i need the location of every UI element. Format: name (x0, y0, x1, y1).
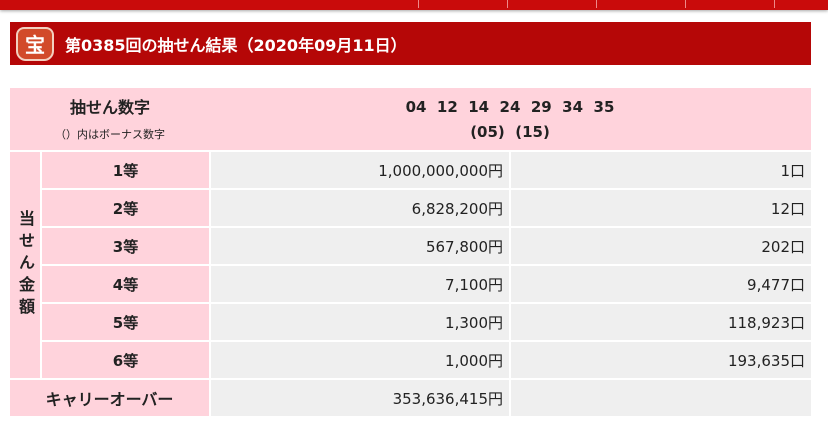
winner-count: 12口 (511, 190, 811, 226)
carryover-label: キャリーオーバー (10, 380, 209, 416)
prize-grade: 6等 (42, 342, 209, 378)
prize-grade: 5等 (42, 304, 209, 340)
winner-count: 9,477口 (511, 266, 811, 302)
carryover-amount: 353,636,415円 (211, 380, 509, 416)
winning-numbers: 04 12 14 24 29 34 35 (405, 98, 615, 116)
prize-amount-side-label: 当せん金額 (10, 152, 40, 378)
result-title-bar: 宝 第0385回の抽せん結果（2020年09月11日） (10, 22, 811, 65)
prize-amount: 6,828,200円 (211, 190, 509, 226)
prize-grade: 3等 (42, 228, 209, 264)
winner-count: 193,635口 (511, 342, 811, 378)
winner-count: 202口 (511, 228, 811, 264)
winner-count: 1口 (511, 152, 811, 188)
bonus-numbers: (05) (15) (470, 123, 550, 141)
prize-amount: 567,800円 (211, 228, 509, 264)
winner-count: 118,923口 (511, 304, 811, 340)
prize-grade: 2等 (42, 190, 209, 226)
prize-amount: 1,000,000,000円 (211, 152, 509, 188)
numbers-row (10, 88, 811, 150)
prize-amount: 1,000円 (211, 342, 509, 378)
prize-grade: 4等 (42, 266, 209, 302)
carryover-empty-cell (511, 380, 811, 416)
prize-amount: 1,300円 (211, 304, 509, 340)
prize-grade: 1等 (42, 152, 209, 188)
numbers-label: 抽せん数字 (69, 98, 150, 117)
bonus-note: （）内はボーナス数字 (55, 128, 165, 141)
prize-amount: 7,100円 (211, 266, 509, 302)
page-title: 第0385回の抽せん結果（2020年09月11日） (65, 35, 407, 55)
top-nav-bar (0, 0, 828, 10)
takarakuji-logo: 宝 (16, 26, 54, 61)
